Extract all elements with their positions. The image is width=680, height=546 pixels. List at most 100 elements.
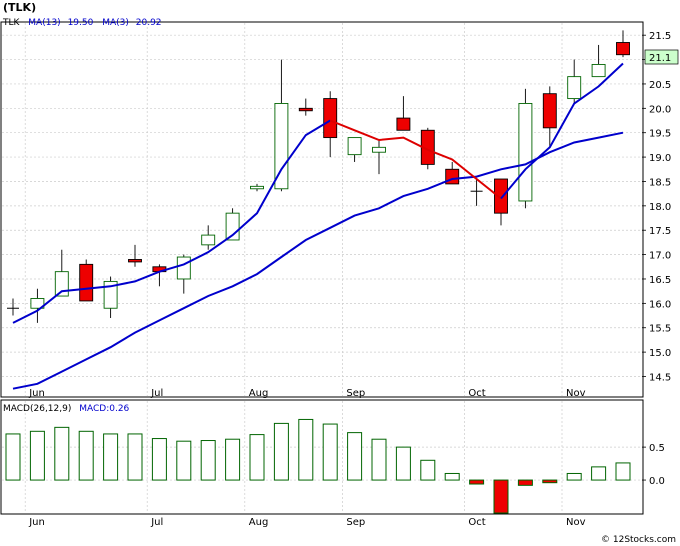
macd-x-axis-labels: Jun Jul Aug Sep Oct Nov bbox=[28, 517, 585, 528]
legend-ma13-value: 19.50 bbox=[68, 18, 94, 28]
macd-bar-positive bbox=[347, 432, 363, 481]
price-tick-label: 19.0 bbox=[649, 153, 671, 164]
price-tick-label: 18.0 bbox=[649, 202, 671, 213]
price-candles bbox=[7, 30, 630, 323]
candle-up bbox=[30, 298, 45, 309]
macd-grid bbox=[2, 401, 642, 513]
price-tick-label: 21.5 bbox=[649, 31, 671, 42]
legend-tlk: TLK MA(13) 19.50 MA(3) 20.92 bbox=[2, 18, 162, 28]
ma3-line bbox=[12, 119, 331, 324]
chart-title: (TLK) bbox=[3, 1, 36, 14]
price-month-label: Oct bbox=[468, 388, 485, 399]
macd-legend-label: MACD(26,12,9) bbox=[3, 404, 71, 414]
price-tick-label: 17.0 bbox=[649, 251, 671, 262]
price-panel-frame bbox=[0, 21, 644, 398]
macd-bar-positive bbox=[298, 418, 314, 481]
macd-tick-label: 0.0 bbox=[649, 476, 665, 487]
ma3-line-highlight bbox=[329, 119, 502, 200]
candle-up bbox=[274, 103, 289, 190]
price-tick-label: 14.5 bbox=[649, 372, 671, 383]
legend-ma3-label: MA(3) bbox=[102, 18, 129, 28]
macd-bar-positive bbox=[103, 433, 119, 481]
candle-up bbox=[250, 185, 264, 190]
ma3-line bbox=[500, 62, 624, 200]
macd-bar-positive bbox=[591, 466, 607, 481]
price-month-label: Jun bbox=[28, 388, 45, 399]
macd-month-label: Jul bbox=[150, 517, 163, 528]
last-price-tag bbox=[644, 49, 679, 65]
macd-tick-label: 0.5 bbox=[649, 443, 665, 454]
price-grid bbox=[2, 23, 642, 396]
macd-bar-positive bbox=[566, 472, 582, 481]
price-month-label: Sep bbox=[346, 388, 365, 399]
macd-bar-positive bbox=[127, 433, 143, 481]
candle-down bbox=[396, 117, 411, 131]
legend-ma3-value: 20.92 bbox=[136, 18, 162, 28]
ma13-line bbox=[12, 131, 624, 390]
macd-month-label: Sep bbox=[346, 517, 365, 528]
candle-up bbox=[176, 256, 191, 280]
price-tick-label: 15.0 bbox=[649, 348, 671, 359]
candle-down bbox=[323, 98, 338, 139]
price-month-label: Nov bbox=[566, 388, 586, 399]
price-moving-averages bbox=[12, 62, 624, 390]
macd-month-label: Oct bbox=[468, 517, 485, 528]
price-month-label: Aug bbox=[249, 388, 269, 399]
macd-panel-frame bbox=[0, 399, 644, 515]
macd-bar-positive bbox=[615, 462, 631, 481]
macd-bar-positive bbox=[225, 438, 241, 481]
macd-bar-positive bbox=[200, 440, 216, 481]
candle-up bbox=[518, 103, 533, 202]
macd-bar-positive bbox=[420, 459, 436, 481]
macd-bar-positive bbox=[5, 433, 21, 481]
candle-down bbox=[542, 93, 557, 129]
candle-up bbox=[103, 280, 118, 309]
macd-bar-positive bbox=[322, 423, 338, 481]
macd-bar-positive bbox=[54, 426, 70, 481]
price-tick-label: 15.5 bbox=[649, 324, 671, 335]
price-tick-label: 19.5 bbox=[649, 129, 671, 140]
macd-bar-positive bbox=[444, 472, 460, 481]
candle-down bbox=[616, 42, 630, 56]
watermark: © 12Stocks.com bbox=[601, 535, 676, 545]
candle-down bbox=[494, 178, 508, 214]
candle-down bbox=[298, 107, 313, 112]
price-tick-label: 16.5 bbox=[649, 275, 671, 286]
macd-axis-ticks: 0.5 0.0 bbox=[642, 443, 665, 487]
macd-bar-positive bbox=[78, 430, 94, 481]
macd-bar-positive bbox=[395, 446, 411, 481]
candle-up bbox=[567, 76, 582, 100]
macd-bar-negative bbox=[469, 479, 485, 485]
macd-bar-negative bbox=[542, 479, 558, 484]
macd-bar-positive bbox=[371, 438, 387, 481]
legend-ma13-label: MA(13) bbox=[28, 18, 60, 28]
price-tick-label: 16.0 bbox=[649, 299, 671, 310]
candle-down bbox=[128, 259, 142, 263]
macd-bar-positive bbox=[273, 422, 289, 481]
price-x-axis-labels: Jun Jul Aug Sep Oct Nov bbox=[28, 388, 585, 399]
macd-bars bbox=[5, 418, 631, 514]
price-tick-label: 20.5 bbox=[649, 80, 671, 91]
macd-bar-positive bbox=[29, 430, 45, 481]
candle-down bbox=[79, 263, 94, 302]
candle-up bbox=[591, 63, 606, 78]
macd-month-label: Jun bbox=[28, 517, 45, 528]
candle-up bbox=[347, 137, 362, 156]
candle-up bbox=[372, 146, 386, 153]
macd-bar-positive bbox=[249, 434, 265, 481]
macd-month-label: Nov bbox=[566, 517, 586, 528]
price-tick-label: 18.5 bbox=[649, 177, 671, 188]
macd-bar-positive bbox=[151, 438, 167, 481]
last-price-value: 21.1 bbox=[649, 53, 671, 64]
macd-legend: MACD(26,12,9) MACD:0.26 bbox=[3, 404, 130, 414]
macd-bar-negative bbox=[493, 479, 509, 514]
macd-bar-negative bbox=[517, 479, 533, 486]
price-tick-label: 20.0 bbox=[649, 104, 671, 115]
macd-month-label: Aug bbox=[249, 517, 269, 528]
price-axis-ticks: 14.5 15.0 15.5 16.0 16.5 17.0 17.5 18.0 18.5 19.0… bbox=[642, 31, 671, 383]
candle-up bbox=[201, 234, 216, 246]
macd-legend-value: MACD:0.26 bbox=[79, 404, 129, 414]
price-tick-label: 17.5 bbox=[649, 226, 671, 237]
